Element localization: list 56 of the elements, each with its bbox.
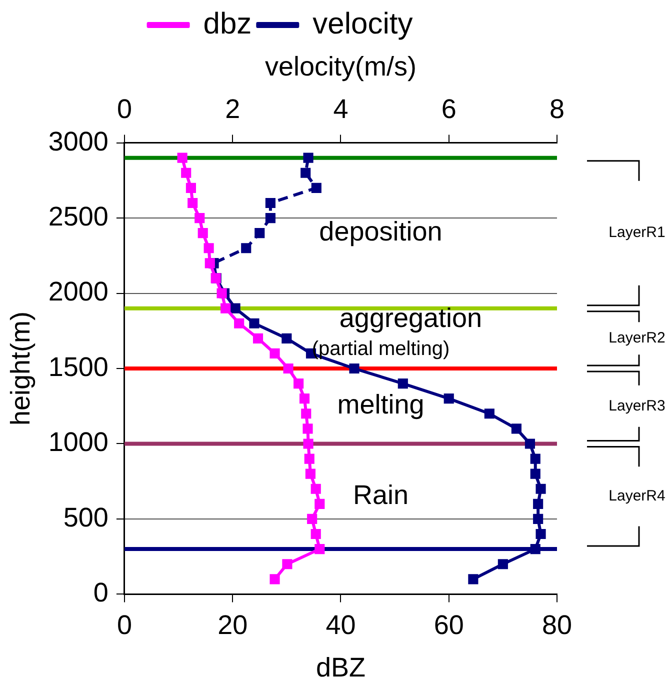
y-tick-label: 2000 <box>48 276 108 307</box>
y-tick-label: 0 <box>93 578 108 608</box>
point <box>301 408 312 419</box>
point <box>314 498 325 509</box>
point <box>283 363 294 374</box>
point <box>270 348 280 358</box>
point <box>177 152 188 163</box>
point <box>303 438 314 449</box>
point <box>252 333 264 344</box>
x-tick-label: 0 <box>116 610 132 640</box>
text: LayerR3 <box>608 397 666 414</box>
point <box>310 528 321 540</box>
x-axis-title: dBZ <box>316 652 366 682</box>
point <box>270 574 280 584</box>
point <box>282 559 292 570</box>
point <box>216 288 227 298</box>
x-tick-label: 80 <box>542 610 572 640</box>
text: LayerR4 <box>608 488 666 505</box>
x2-axis-title: velocity(m/s) <box>264 52 416 82</box>
y-axis-title: height(m) <box>6 311 36 426</box>
point <box>186 182 196 193</box>
y-tick-label: 2500 <box>48 201 108 232</box>
annotation: Rain <box>352 480 408 510</box>
y-tick-label: 500 <box>63 502 108 532</box>
point <box>299 394 310 404</box>
y-tick-label: 1500 <box>48 352 108 382</box>
point <box>305 468 316 479</box>
point <box>220 303 231 314</box>
point <box>181 168 192 178</box>
point <box>188 198 198 208</box>
x2-tick-label: 2 <box>225 94 240 124</box>
x2-tick-label: 8 <box>549 94 565 124</box>
annotation: melting <box>337 390 424 420</box>
text: LayerR2 <box>608 330 666 347</box>
point <box>198 228 208 238</box>
x2-tick-label: 0 <box>116 94 132 124</box>
point <box>310 484 321 494</box>
legend-label: velocity <box>312 7 413 40</box>
y-tick-label: 3000 <box>48 126 108 156</box>
y-tick-label: 1000 <box>48 427 108 458</box>
point <box>314 544 325 554</box>
point <box>307 514 318 524</box>
point <box>234 318 244 328</box>
x2-tick-label: 6 <box>441 94 456 124</box>
annotation: deposition <box>319 216 442 247</box>
point <box>194 213 205 224</box>
point <box>294 378 304 389</box>
annotation: aggregation (partial melting) <box>312 302 482 360</box>
point <box>302 424 313 434</box>
x-tick-label: 60 <box>434 610 464 640</box>
x-tick-label: 20 <box>218 610 248 640</box>
x-tick-label: 40 <box>326 610 356 640</box>
text: LayerR1 <box>608 224 666 242</box>
legend-label: dbz <box>203 7 252 40</box>
point <box>304 454 314 464</box>
x2-tick-label: 4 <box>333 94 348 124</box>
